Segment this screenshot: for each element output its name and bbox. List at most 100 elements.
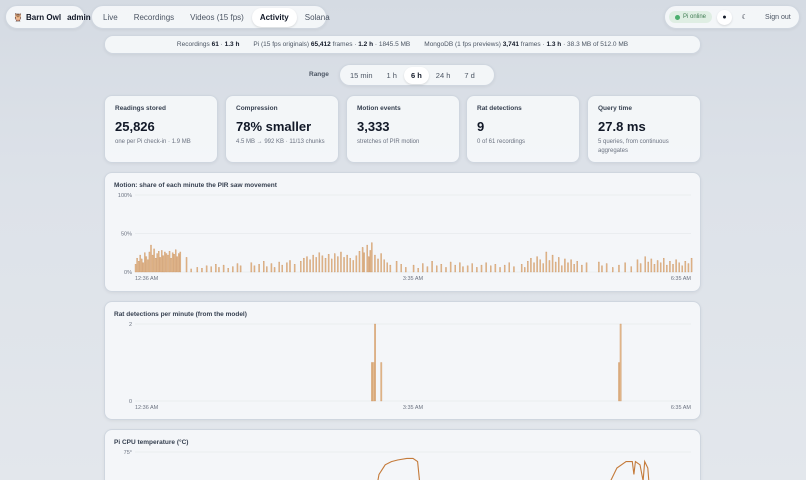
bar	[499, 267, 501, 273]
bar	[368, 256, 370, 273]
rat-chart-panel: Rat detections per minute (from the mode…	[104, 301, 701, 420]
owl-icon: 🦉	[13, 12, 23, 22]
bar	[309, 259, 311, 273]
bar	[684, 261, 687, 273]
y-tick-label: 75°	[124, 450, 132, 456]
x-tick-label: 3:35 AM	[403, 276, 424, 282]
card-value: 3,333	[357, 119, 390, 134]
range-7d[interactable]: 7 d	[464, 70, 475, 80]
bar	[144, 252, 146, 273]
bar	[567, 262, 569, 273]
y-tick-label: 0%	[124, 270, 132, 276]
bar	[639, 263, 642, 273]
bar	[286, 262, 288, 273]
bar	[236, 263, 239, 273]
motion-chart-panel: Motion: share of each minute the PIR saw…	[104, 172, 701, 292]
bar	[536, 256, 538, 273]
card-compression: Compression 78% smaller 4.5 MB → 992 KB …	[225, 95, 339, 163]
signout-button[interactable]: Sign out	[765, 13, 791, 21]
moon-icon[interactable]: ☾	[741, 14, 748, 21]
bar	[551, 254, 554, 273]
brand-role: admin	[67, 12, 91, 22]
bar	[165, 253, 168, 273]
nav-videos[interactable]: Videos (15 fps)	[190, 12, 244, 22]
card-value: 25,826	[115, 119, 155, 134]
range-6h[interactable]: 6 h	[403, 66, 429, 84]
bar	[330, 258, 333, 273]
bar	[650, 258, 653, 273]
bar	[227, 268, 229, 273]
bar	[148, 251, 151, 273]
nav-recordings[interactable]: Recordings	[133, 12, 175, 22]
status-dot-icon	[675, 14, 680, 20]
bar	[162, 255, 165, 273]
nav-solana[interactable]: Solana	[304, 12, 330, 22]
card-sub: 0 of 61 recordings	[477, 139, 526, 145]
bar	[315, 257, 317, 273]
bar	[150, 244, 152, 273]
bar	[136, 257, 138, 273]
bar	[154, 257, 157, 273]
bar	[548, 260, 551, 273]
card-sub: stretches of PIR motion	[357, 139, 420, 145]
bar	[168, 251, 171, 273]
sun-icon[interactable]: ●	[717, 9, 733, 25]
bar	[289, 260, 291, 273]
range-24h[interactable]: 24 h	[435, 70, 451, 80]
x-tick-label: 6:35 AM	[671, 405, 692, 411]
y-tick-label: 100%	[118, 193, 132, 199]
bar	[161, 250, 163, 273]
temp-chart-panel: Pi CPU temperature (°C) 75°	[104, 429, 701, 480]
card-rats: Rat detections 9 0 of 61 recordings	[466, 95, 580, 163]
bar	[337, 256, 339, 273]
brand[interactable]: 🦉 Barn Owl admin	[5, 5, 91, 29]
temperature-line	[377, 457, 420, 480]
bar	[318, 252, 321, 273]
bar	[151, 254, 154, 273]
bar	[250, 262, 253, 273]
bar	[281, 264, 283, 273]
bar	[669, 261, 671, 273]
brand-name: Barn Owl	[25, 12, 62, 22]
bar	[513, 266, 515, 273]
bar	[449, 261, 452, 273]
main-nav: Live Recordings Videos (15 fps) Activity…	[91, 5, 330, 29]
bar	[471, 263, 473, 273]
bar	[270, 263, 273, 273]
bar	[687, 263, 690, 273]
bar	[675, 259, 677, 273]
bar	[542, 263, 544, 273]
status-badge: Pi online	[669, 11, 713, 23]
card-label: Compression	[236, 105, 278, 112]
user-controls: Pi online ● ☾ Sign out	[664, 5, 800, 29]
bar	[466, 265, 469, 273]
bar	[630, 266, 633, 273]
range-1h[interactable]: 1 h	[386, 70, 397, 80]
bar	[327, 254, 330, 273]
range-15min[interactable]: 15 min	[350, 70, 373, 80]
bar	[663, 257, 665, 273]
bar	[352, 260, 355, 273]
bar	[179, 251, 182, 273]
card-value: 78% smaller	[236, 119, 312, 134]
bar	[576, 261, 578, 273]
bar	[690, 257, 693, 273]
bar	[601, 265, 603, 273]
bar	[312, 254, 314, 273]
card-readings: Readings stored 25,826 one per Pi check-…	[104, 95, 218, 163]
bar	[358, 251, 361, 273]
bar	[653, 264, 656, 273]
bar	[361, 247, 364, 273]
bar	[374, 254, 376, 273]
bar	[573, 264, 575, 273]
summary-pi: Pi (15 fps originals) 65,412 frames · 1.…	[253, 41, 411, 48]
range-selector: 15 min 1 h 6 h 24 h 7 d	[339, 64, 495, 86]
motion-chart: 100% 50% 0%12:36 AM 3:35 AM 6:35 AM	[118, 193, 693, 282]
bar	[672, 264, 674, 273]
nav-activity[interactable]: Activity	[251, 7, 297, 27]
nav-live[interactable]: Live	[103, 12, 118, 22]
bar	[598, 261, 600, 273]
bar	[426, 266, 429, 273]
bar	[431, 261, 433, 273]
bar	[141, 258, 143, 273]
